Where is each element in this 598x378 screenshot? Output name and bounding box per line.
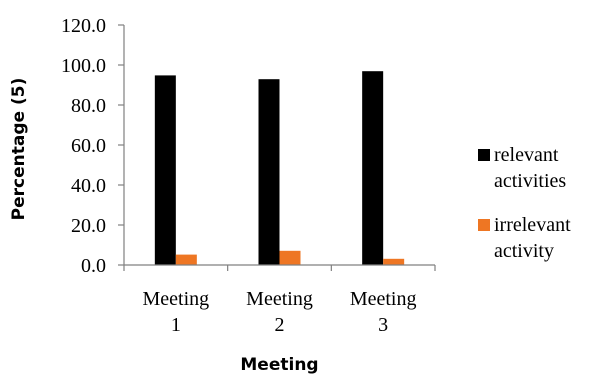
y-tick-label: 40.0 bbox=[71, 175, 106, 197]
x-category-label: Meeting bbox=[143, 288, 210, 310]
x-category-label: 1 bbox=[171, 314, 181, 336]
legend-label: activities bbox=[494, 170, 566, 192]
legend: relevant activities irrelevant activity bbox=[478, 144, 571, 262]
y-axis-title: Percentage (5) bbox=[9, 78, 29, 221]
y-tick-label: 0.0 bbox=[81, 255, 106, 277]
bar-irrelevant-meeting-3 bbox=[383, 258, 405, 265]
bar-relevant-meeting-3 bbox=[362, 71, 384, 265]
legend-swatch-irrelevant bbox=[478, 219, 490, 231]
legend-label: irrelevant bbox=[494, 214, 571, 236]
x-category-label: Meeting bbox=[350, 288, 417, 310]
y-axis-ticks: 0.0 20.0 40.0 60.0 80.0 100.0 120.0 bbox=[61, 15, 125, 277]
y-tick-label: 100.0 bbox=[61, 55, 106, 77]
legend-label: activity bbox=[494, 240, 554, 262]
bar-relevant-meeting-1 bbox=[154, 75, 176, 266]
legend-swatch-relevant bbox=[478, 149, 490, 161]
bar-relevant-meeting-2 bbox=[258, 79, 280, 265]
bar-irrelevant-meeting-1 bbox=[175, 254, 197, 265]
legend-label: relevant bbox=[494, 144, 559, 166]
x-category-label: Meeting bbox=[246, 288, 313, 310]
x-category-label: 3 bbox=[378, 314, 388, 336]
category-labels: Meeting 1 Meeting 2 Meeting 3 bbox=[123, 265, 436, 336]
y-tick-label: 20.0 bbox=[71, 215, 106, 237]
bars bbox=[154, 71, 405, 266]
y-tick-label: 80.0 bbox=[71, 95, 106, 117]
y-tick-label: 60.0 bbox=[71, 135, 106, 157]
y-tick-label: 120.0 bbox=[61, 15, 106, 37]
x-category-label: 2 bbox=[275, 314, 285, 336]
bar-irrelevant-meeting-2 bbox=[279, 250, 301, 265]
x-axis-title: Meeting bbox=[240, 355, 318, 375]
